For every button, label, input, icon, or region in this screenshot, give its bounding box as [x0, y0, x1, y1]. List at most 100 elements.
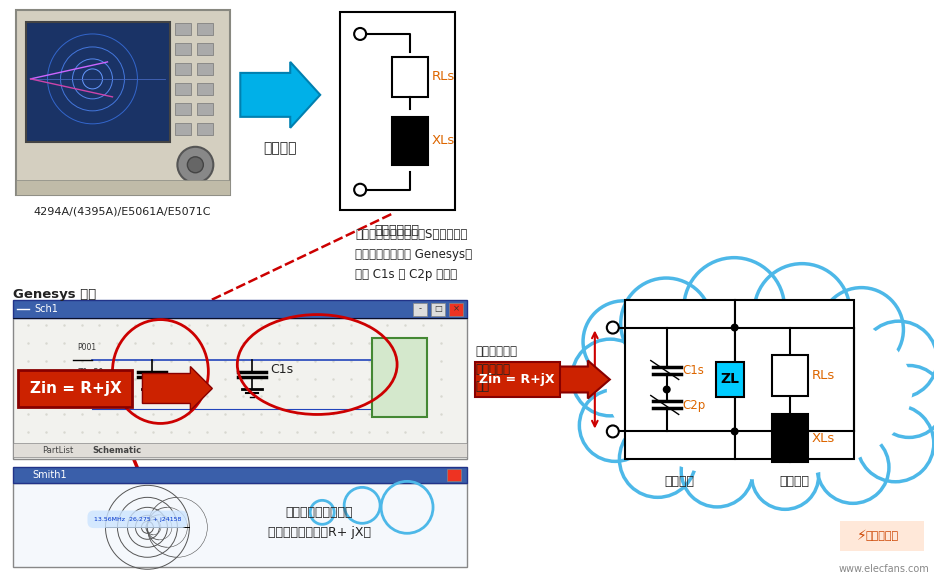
Circle shape — [755, 264, 850, 359]
Bar — [16, 180, 230, 195]
Circle shape — [354, 28, 367, 40]
Text: ZL: ZL — [720, 373, 740, 387]
Text: 13.56MHz  26.275 + j24158: 13.56MHz 26.275 + j24158 — [94, 517, 181, 522]
Text: 实际测量结果: 实际测量结果 — [475, 344, 517, 358]
Text: Zin = R+jX: Zin = R+jX — [479, 373, 554, 386]
Bar — [449, 302, 463, 316]
FancyArrow shape — [560, 361, 610, 399]
Circle shape — [817, 432, 889, 503]
Bar — [392, 117, 428, 165]
Bar — [715, 362, 743, 398]
Circle shape — [873, 365, 935, 437]
Bar — [16, 10, 230, 195]
Text: ⚡: ⚡ — [856, 529, 867, 544]
Text: 匹配电路: 匹配电路 — [665, 475, 695, 488]
Bar — [12, 467, 467, 484]
Bar — [197, 103, 213, 115]
Bar — [176, 123, 192, 135]
Circle shape — [621, 278, 712, 369]
Text: Schematic: Schematic — [93, 446, 141, 455]
Circle shape — [752, 442, 819, 509]
Text: C2p: C2p — [157, 375, 182, 388]
Bar — [771, 354, 808, 396]
Text: 天线线圈: 天线线圈 — [780, 475, 810, 488]
Circle shape — [682, 435, 753, 507]
Circle shape — [619, 421, 696, 497]
Bar — [372, 338, 427, 417]
Bar — [12, 299, 467, 317]
Circle shape — [572, 339, 649, 416]
Circle shape — [607, 425, 619, 437]
Bar — [12, 484, 467, 567]
Text: P001: P001 — [78, 343, 96, 351]
Text: Genesys 屏幕: Genesys 屏幕 — [12, 287, 96, 301]
FancyArrow shape — [142, 366, 212, 410]
Bar — [840, 521, 925, 551]
Text: 实际测量: 实际测量 — [264, 141, 297, 155]
Bar — [197, 23, 213, 35]
Bar — [340, 12, 455, 209]
Text: RLs: RLs — [432, 70, 455, 84]
Bar — [447, 469, 461, 481]
Text: -: - — [419, 304, 422, 313]
Circle shape — [607, 321, 619, 334]
Text: C1s: C1s — [683, 364, 705, 377]
Circle shape — [730, 324, 739, 332]
Circle shape — [857, 405, 934, 482]
Bar — [431, 302, 445, 316]
Bar — [197, 83, 213, 95]
Ellipse shape — [607, 299, 913, 479]
Text: 电子发烧友: 电子发烧友 — [866, 531, 899, 541]
Circle shape — [730, 428, 739, 436]
Circle shape — [860, 321, 935, 398]
Text: C2p: C2p — [683, 399, 706, 412]
Text: 天线线圈本身: 天线线圈本身 — [375, 224, 420, 237]
Circle shape — [583, 301, 665, 383]
Bar — [197, 63, 213, 75]
Bar — [197, 123, 213, 135]
Text: 文件: 文件 — [475, 380, 489, 394]
Text: ×: × — [453, 304, 459, 313]
Bar — [176, 43, 192, 55]
Text: 便将测量结果导入 Genesys，: 便将测量结果导入 Genesys， — [355, 248, 472, 261]
Bar — [176, 23, 192, 35]
Text: 电路耦合时的阻抗R+ jX。: 电路耦合时的阻抗R+ jX。 — [267, 526, 370, 539]
Circle shape — [178, 147, 213, 183]
Bar — [392, 57, 428, 97]
Text: www.elecfans.com: www.elecfans.com — [839, 564, 929, 574]
Text: Sch1: Sch1 — [35, 304, 59, 313]
Text: Smith1: Smith1 — [33, 470, 67, 481]
Bar — [176, 103, 192, 115]
Circle shape — [580, 389, 652, 462]
Text: C1s: C1s — [270, 363, 294, 376]
Bar — [413, 302, 427, 316]
Bar — [18, 369, 133, 407]
Text: 一旦天线线圈自行完成S参数测量，: 一旦天线线圈自行完成S参数测量， — [355, 228, 468, 241]
Text: Zin = R+jX: Zin = R+jX — [30, 381, 122, 396]
Bar — [176, 63, 192, 75]
Text: PartList: PartList — [43, 446, 74, 455]
Bar — [735, 299, 855, 459]
Text: □: □ — [434, 304, 442, 313]
Text: 用于 C1s 和 C2p 调谐。: 用于 C1s 和 C2p 调谐。 — [355, 268, 457, 280]
Text: 可以仿真天线与匹配: 可以仿真天线与匹配 — [285, 506, 352, 519]
Text: 4294A/(4395A)/E5061A/E5071C: 4294A/(4395A)/E5061A/E5071C — [34, 207, 211, 217]
Text: RLs: RLs — [812, 369, 835, 382]
Bar — [197, 43, 213, 55]
Bar — [12, 443, 467, 458]
Bar — [25, 22, 170, 142]
Text: 的环路天线: 的环路天线 — [475, 362, 510, 376]
Circle shape — [663, 385, 670, 394]
Text: Z0=50: Z0=50 — [78, 368, 104, 377]
Text: XLs: XLs — [432, 134, 455, 147]
FancyArrow shape — [240, 62, 320, 128]
Bar — [625, 299, 735, 459]
Bar — [12, 317, 467, 459]
Bar — [475, 362, 560, 398]
Circle shape — [820, 287, 903, 372]
Circle shape — [187, 157, 203, 173]
Text: XLs: XLs — [812, 432, 835, 445]
Circle shape — [354, 183, 367, 196]
Bar — [176, 83, 192, 95]
Circle shape — [683, 258, 784, 358]
